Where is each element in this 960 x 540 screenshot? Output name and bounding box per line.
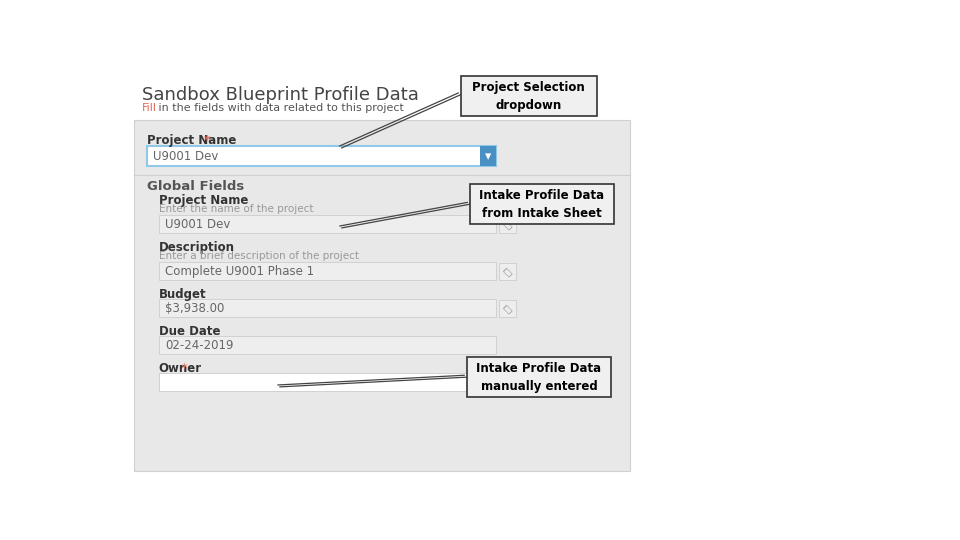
Text: Owner: Owner [158, 362, 202, 375]
Bar [499, 374, 516, 390]
Bar [470, 184, 613, 224]
Bar [147, 146, 496, 166]
Text: $3,938.00: $3,938.00 [165, 302, 225, 315]
Text: 02-24-2019: 02-24-2019 [165, 339, 233, 352]
Text: ▾: ▾ [485, 150, 492, 163]
Bar [468, 357, 611, 397]
Text: U9001 Dev: U9001 Dev [154, 150, 219, 163]
Bar [158, 373, 496, 392]
Bar [499, 215, 516, 233]
Text: *: * [179, 362, 188, 375]
Circle shape [505, 376, 510, 382]
Text: Sandbox Blueprint Profile Data: Sandbox Blueprint Profile Data [142, 86, 419, 104]
Text: Project Name: Project Name [147, 134, 241, 147]
Text: Enter a brief description of the project: Enter a brief description of the project [158, 251, 359, 261]
Bar [158, 336, 496, 354]
Bar [158, 215, 496, 233]
Bar [461, 76, 596, 117]
Bar [499, 300, 516, 316]
Bar [480, 146, 496, 166]
Text: Complete U9001 Phase 1: Complete U9001 Phase 1 [165, 265, 314, 278]
Text: *: * [204, 134, 210, 147]
Text: Project Selection
dropdown: Project Selection dropdown [472, 81, 586, 112]
Text: U9001 Dev: U9001 Dev [165, 218, 230, 231]
Bar [134, 120, 630, 470]
Text: ⛓: ⛓ [502, 266, 513, 277]
Text: Enter the name of the project: Enter the name of the project [158, 204, 313, 214]
Text: ▲: ▲ [504, 377, 512, 387]
Bar [158, 262, 496, 280]
Text: Global Fields: Global Fields [147, 180, 245, 193]
Text: Description: Description [158, 241, 235, 254]
Text: ⛓: ⛓ [502, 219, 513, 230]
Wedge shape [503, 387, 512, 392]
Bar [499, 262, 516, 280]
Text: Project Name: Project Name [158, 194, 248, 207]
Text: Intake Profile Data
manually entered: Intake Profile Data manually entered [476, 362, 602, 393]
Text: Due Date: Due Date [158, 325, 220, 338]
Text: Budget: Budget [158, 288, 206, 301]
Text: ⛓: ⛓ [502, 302, 513, 314]
Text: in the fields with data related to this project: in the fields with data related to this … [155, 103, 404, 113]
Text: Fill: Fill [142, 103, 156, 113]
Bar [158, 299, 496, 318]
Text: Intake Profile Data
from Intake Sheet: Intake Profile Data from Intake Sheet [479, 188, 605, 220]
